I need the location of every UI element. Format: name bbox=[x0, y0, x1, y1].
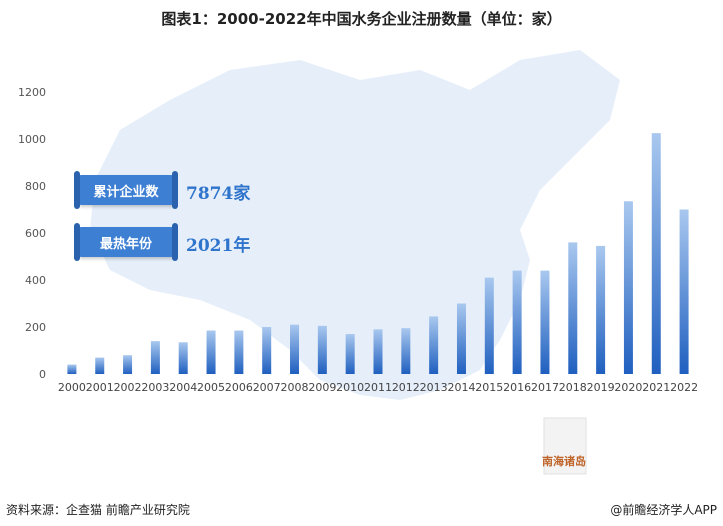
y-tick-label: 1000 bbox=[18, 133, 46, 146]
x-tick-label: 2009 bbox=[308, 381, 336, 394]
y-tick-label: 400 bbox=[25, 274, 46, 287]
x-tick-label: 2002 bbox=[114, 381, 142, 394]
bar-2007 bbox=[262, 327, 272, 374]
bar-2015 bbox=[484, 277, 494, 374]
peak-year-value: 2021年 bbox=[186, 236, 251, 256]
y-tick-label: 0 bbox=[39, 368, 46, 381]
bar-2003 bbox=[150, 341, 160, 374]
chart-title: 图表1：2000-2022年中国水务企业注册数量（单位：家） bbox=[161, 10, 562, 28]
bar-2017 bbox=[540, 270, 550, 374]
y-tick-label: 600 bbox=[25, 227, 46, 240]
bar-2010 bbox=[345, 334, 355, 374]
bar-2006 bbox=[234, 330, 244, 374]
x-tick-label: 2006 bbox=[225, 381, 253, 394]
x-tick-label: 2020 bbox=[614, 381, 642, 394]
bar-2004 bbox=[178, 342, 188, 374]
bar-2011 bbox=[373, 329, 383, 374]
x-tick-label: 2000 bbox=[58, 381, 86, 394]
x-tick-label: 2011 bbox=[364, 381, 392, 394]
x-tick-label: 2015 bbox=[475, 381, 503, 394]
map-inset-label: 南海诸岛 bbox=[542, 454, 586, 468]
y-tick-label: 200 bbox=[25, 321, 46, 334]
x-tick-label: 2008 bbox=[281, 381, 309, 394]
bar-2020 bbox=[623, 201, 633, 374]
bar-2005 bbox=[206, 330, 216, 374]
total-enterprises-label: 累计企业数 bbox=[74, 171, 178, 209]
x-tick-label: 2016 bbox=[503, 381, 531, 394]
x-tick-label: 2001 bbox=[86, 381, 114, 394]
bar-2012 bbox=[401, 328, 411, 374]
bar-2014 bbox=[456, 303, 466, 374]
bar-2022 bbox=[679, 209, 689, 374]
x-tick-label: 2013 bbox=[420, 381, 448, 394]
total-enterprises-value: 7874家 bbox=[186, 184, 251, 204]
x-tick-label: 2010 bbox=[336, 381, 364, 394]
x-tick-label: 2014 bbox=[447, 381, 475, 394]
x-tick-label: 2017 bbox=[531, 381, 559, 394]
x-tick-label: 2019 bbox=[587, 381, 615, 394]
x-tick-label: 2018 bbox=[559, 381, 587, 394]
x-tick-label: 2004 bbox=[169, 381, 197, 394]
bar-2000 bbox=[67, 364, 77, 374]
x-tick-label: 2012 bbox=[392, 381, 420, 394]
bar-2018 bbox=[568, 242, 578, 374]
bar-2002 bbox=[123, 355, 133, 374]
y-tick-label: 800 bbox=[25, 180, 46, 193]
x-tick-label: 2022 bbox=[670, 381, 698, 394]
x-tick-label: 2021 bbox=[642, 381, 670, 394]
south-china-sea-inset bbox=[543, 417, 587, 475]
y-tick-label: 1200 bbox=[18, 86, 46, 99]
bar-2008 bbox=[290, 324, 300, 374]
credit-note: @前瞻经济学人APP bbox=[610, 503, 717, 517]
x-tick-label: 2005 bbox=[197, 381, 225, 394]
x-tick-label: 2003 bbox=[141, 381, 169, 394]
source-note: 资料来源：企查猫 前瞻产业研究院 bbox=[6, 503, 190, 517]
bar-2001 bbox=[95, 357, 105, 374]
bar-2013 bbox=[429, 316, 439, 374]
bar-2009 bbox=[317, 325, 327, 374]
bar-2021 bbox=[651, 133, 661, 374]
bar-2019 bbox=[596, 245, 606, 374]
bar-2016 bbox=[512, 270, 522, 374]
x-tick-label: 2007 bbox=[253, 381, 281, 394]
peak-year-label: 最热年份 bbox=[74, 223, 178, 261]
